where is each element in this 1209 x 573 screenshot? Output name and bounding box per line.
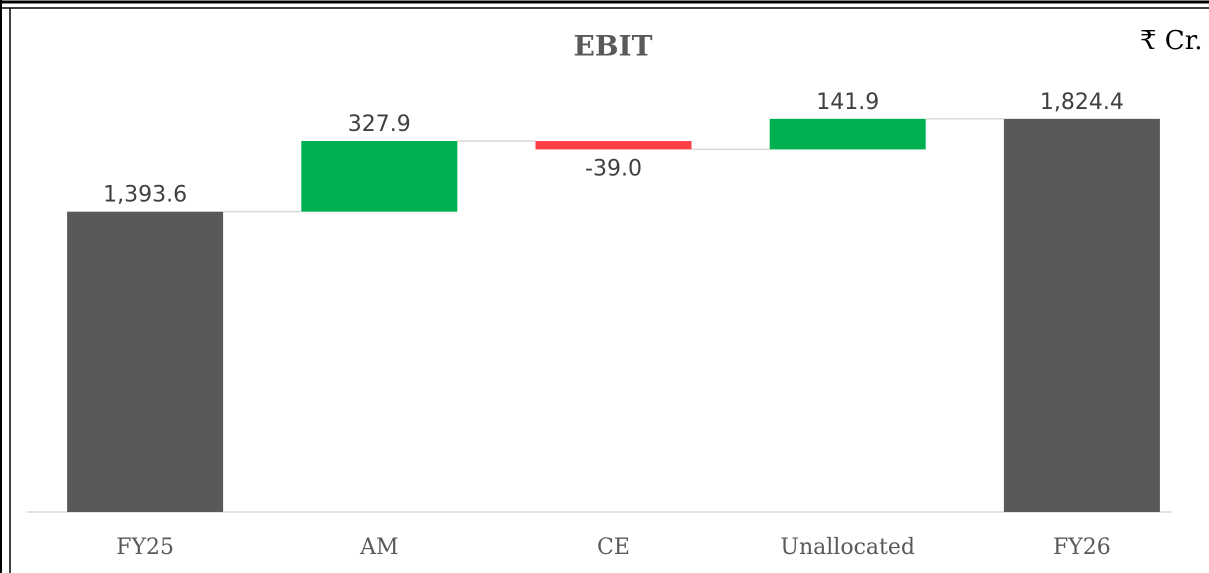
x-tick-label: FY25 — [116, 535, 174, 560]
x-tick-label: AM — [359, 535, 398, 560]
bar — [301, 141, 458, 212]
bar — [67, 211, 224, 512]
x-tick-label: CE — [597, 535, 630, 560]
value-label: 141.9 — [816, 90, 879, 115]
bar — [1003, 118, 1160, 512]
bar — [535, 141, 692, 150]
bar — [769, 118, 926, 150]
value-label: 1,824.4 — [1040, 90, 1124, 115]
x-tick-label: FY26 — [1053, 535, 1111, 560]
x-tick-label: Unallocated — [780, 535, 915, 560]
chart-title: EBIT — [574, 30, 653, 63]
unit-label: ₹ Cr. — [1140, 26, 1203, 56]
value-label: 1,393.6 — [103, 183, 187, 208]
value-label: 327.9 — [348, 112, 411, 137]
value-label: -39.0 — [585, 156, 642, 181]
